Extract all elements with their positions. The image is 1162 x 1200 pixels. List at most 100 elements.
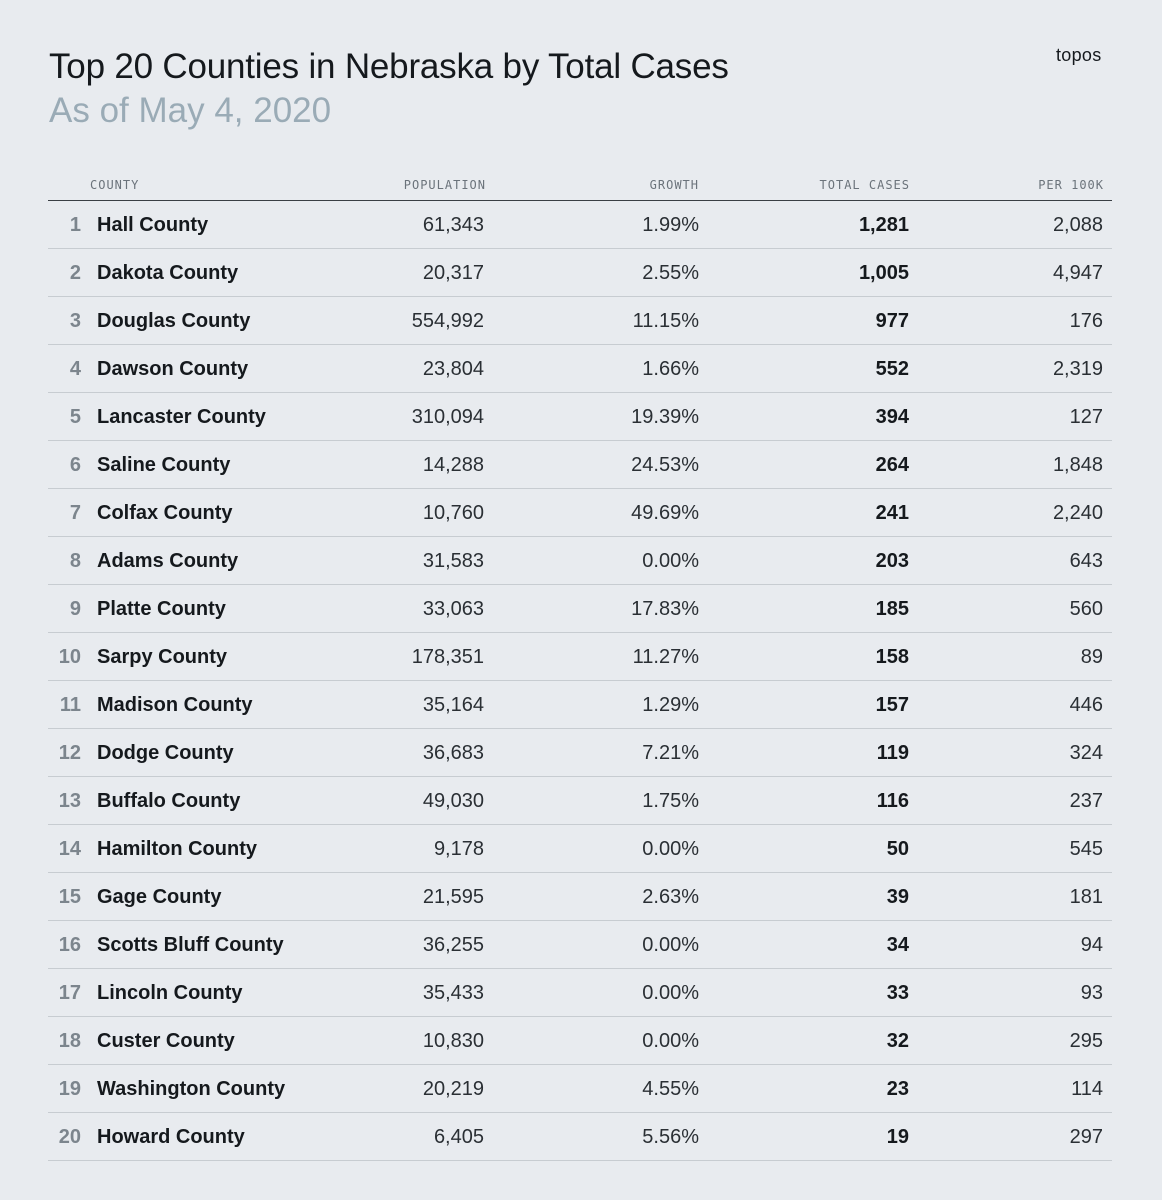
county-name-cell: Washington County <box>97 1078 286 1100</box>
per-100k-cell: 324 <box>1069 742 1103 764</box>
table-row: 16 Scotts Bluff County 36,255 0.00% 34 94 <box>48 921 1112 969</box>
total-cases-cell: 157 <box>875 694 909 716</box>
table-row: 5 Lancaster County 310,094 19.39% 394 127 <box>48 393 1112 441</box>
table-row: 12 Dodge County 36,683 7.21% 119 324 <box>48 729 1112 777</box>
county-name-cell: Colfax County <box>97 502 233 524</box>
total-cases-cell: 203 <box>875 550 909 572</box>
total-cases-cell: 158 <box>875 646 909 668</box>
population-cell: 6,405 <box>433 1126 484 1148</box>
growth-cell: 24.53% <box>631 454 699 476</box>
total-cases-cell: 119 <box>876 742 909 764</box>
population-cell: 23,804 <box>422 358 484 380</box>
county-name-cell: Hall County <box>97 214 209 236</box>
per-100k-cell: 2,088 <box>1052 214 1103 236</box>
rank-cell: 6 <box>69 454 81 476</box>
rank-cell: 7 <box>69 502 81 524</box>
population-cell: 36,683 <box>422 742 484 764</box>
per-100k-cell: 295 <box>1069 1030 1103 1052</box>
total-cases-cell: 23 <box>886 1078 909 1100</box>
county-name-cell: Adams County <box>97 550 239 572</box>
county-name-cell: Gage County <box>97 886 222 908</box>
table-row: 9 Platte County 33,063 17.83% 185 560 <box>48 585 1112 633</box>
total-cases-cell: 1,281 <box>858 214 909 236</box>
total-cases-cell: 39 <box>886 886 909 908</box>
county-name-cell: Madison County <box>97 694 253 716</box>
population-cell: 21,595 <box>422 886 484 908</box>
table-row: 17 Lincoln County 35,433 0.00% 33 93 <box>48 969 1112 1017</box>
county-name-cell: Buffalo County <box>97 790 241 812</box>
per-100k-cell: 446 <box>1069 694 1103 716</box>
per-100k-cell: 2,319 <box>1052 358 1103 380</box>
county-name-cell: Custer County <box>97 1030 235 1052</box>
rank-cell: 18 <box>58 1030 81 1052</box>
rank-cell: 15 <box>58 886 81 908</box>
rank-cell: 9 <box>69 598 81 620</box>
column-header-county: COUNTY <box>90 178 140 192</box>
growth-cell: 17.83% <box>631 598 699 620</box>
counties-table: COUNTY POPULATION GROWTH TOTAL CASES PER… <box>48 170 1112 1161</box>
per-100k-cell: 237 <box>1069 790 1103 812</box>
county-name-cell: Platte County <box>97 598 226 620</box>
county-name-cell: Dawson County <box>97 358 249 380</box>
per-100k-cell: 181 <box>1069 886 1103 908</box>
growth-cell: 1.66% <box>642 358 699 380</box>
per-100k-cell: 4,947 <box>1052 262 1103 284</box>
table-row: 7 Colfax County 10,760 49.69% 241 2,240 <box>48 489 1112 537</box>
growth-cell: 1.75% <box>642 790 699 812</box>
table-row: 6 Saline County 14,288 24.53% 264 1,848 <box>48 441 1112 489</box>
population-cell: 10,760 <box>422 502 484 524</box>
county-name-cell: Hamilton County <box>97 838 257 860</box>
growth-cell: 49.69% <box>631 502 699 524</box>
table-row: 11 Madison County 35,164 1.29% 157 446 <box>48 681 1112 729</box>
population-cell: 35,164 <box>422 694 484 716</box>
rank-cell: 19 <box>58 1078 81 1100</box>
table-row: 4 Dawson County 23,804 1.66% 552 2,319 <box>48 345 1112 393</box>
county-name-cell: Lancaster County <box>97 406 266 428</box>
population-cell: 14,288 <box>422 454 484 476</box>
rank-cell: 10 <box>58 646 81 668</box>
total-cases-cell: 241 <box>875 502 909 524</box>
growth-cell: 1.99% <box>642 214 699 236</box>
total-cases-cell: 34 <box>886 934 909 956</box>
total-cases-cell: 264 <box>875 454 909 476</box>
growth-cell: 2.55% <box>642 262 699 284</box>
rank-cell: 2 <box>69 262 81 284</box>
per-100k-cell: 1,848 <box>1052 454 1103 476</box>
population-cell: 554,992 <box>411 310 484 332</box>
total-cases-cell: 50 <box>886 838 909 860</box>
rank-cell: 17 <box>58 982 81 1004</box>
population-cell: 310,094 <box>411 406 484 428</box>
table-row: 1 Hall County 61,343 1.99% 1,281 2,088 <box>48 201 1112 249</box>
rank-cell: 14 <box>58 838 81 860</box>
total-cases-cell: 185 <box>875 598 909 620</box>
table-row: 2 Dakota County 20,317 2.55% 1,005 4,947 <box>48 249 1112 297</box>
total-cases-cell: 32 <box>886 1030 909 1052</box>
growth-cell: 11.27% <box>632 646 699 668</box>
growth-cell: 11.15% <box>632 310 699 332</box>
population-cell: 20,219 <box>422 1078 484 1100</box>
per-100k-cell: 643 <box>1069 550 1103 572</box>
rank-cell: 1 <box>69 214 81 236</box>
population-cell: 178,351 <box>411 646 484 668</box>
population-cell: 20,317 <box>422 262 484 284</box>
column-header-population: POPULATION <box>403 178 486 192</box>
column-header-total-cases: TOTAL CASES <box>819 178 910 192</box>
per-100k-cell: 94 <box>1080 934 1103 956</box>
growth-cell: 2.63% <box>642 886 699 908</box>
per-100k-cell: 114 <box>1071 1078 1103 1100</box>
total-cases-cell: 1,005 <box>858 262 909 284</box>
table-row: 14 Hamilton County 9,178 0.00% 50 545 <box>48 825 1112 873</box>
population-cell: 9,178 <box>433 838 484 860</box>
rank-cell: 8 <box>69 550 81 572</box>
rank-cell: 3 <box>69 310 81 332</box>
total-cases-cell: 977 <box>875 310 909 332</box>
growth-cell: 4.55% <box>642 1078 699 1100</box>
population-cell: 61,343 <box>422 214 484 236</box>
rank-cell: 12 <box>58 742 81 764</box>
rank-cell: 4 <box>69 358 81 380</box>
brand-logo: topos <box>1056 45 1102 65</box>
table-row: 18 Custer County 10,830 0.00% 32 295 <box>48 1017 1112 1065</box>
total-cases-cell: 394 <box>875 406 909 428</box>
total-cases-cell: 552 <box>875 358 909 380</box>
table-header: COUNTY POPULATION GROWTH TOTAL CASES PER… <box>48 170 1112 201</box>
